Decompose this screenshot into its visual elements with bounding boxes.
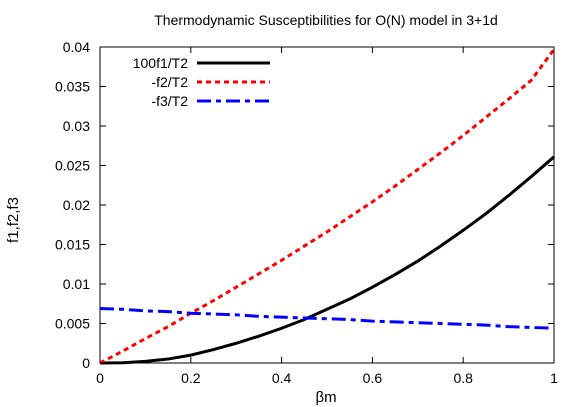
y-tick-label: 0.035: [55, 79, 90, 95]
y-tick-label: 0.04: [63, 39, 90, 55]
x-axis-label: βm: [315, 389, 336, 406]
legend-label-3: -f3/T2: [151, 93, 188, 109]
x-tick-label: 0.8: [453, 370, 473, 386]
legend-label-1: 100f1/T2: [133, 55, 188, 71]
y-tick-label: 0.025: [55, 158, 90, 174]
series-line-3: [99, 306, 555, 330]
y-tick-label: 0: [82, 355, 90, 371]
x-tick-label: 0.2: [181, 370, 201, 386]
series-line-1: [99, 155, 555, 365]
y-axis-label: f1,f2,f3: [5, 197, 22, 243]
series-line-2: [99, 48, 556, 365]
chart-title: Thermodynamic Susceptibilities for O(N) …: [154, 12, 498, 28]
legend: 100f1/T2 -f2/T2 -f3/T2: [133, 55, 270, 109]
y-tick-label: 0.03: [63, 118, 90, 134]
x-tick-label: 0: [96, 370, 104, 386]
x-tick-label: 0.4: [272, 370, 292, 386]
y-tick-label: 0.015: [55, 237, 90, 253]
y-tick-label: 0.005: [55, 316, 90, 332]
x-tick-label: 1: [550, 370, 558, 386]
y-tick-label: 0.02: [63, 197, 90, 213]
x-tick-label: 0.6: [363, 370, 383, 386]
y-tick-label: 0.01: [63, 276, 90, 292]
legend-label-2: -f2/T2: [151, 74, 188, 90]
